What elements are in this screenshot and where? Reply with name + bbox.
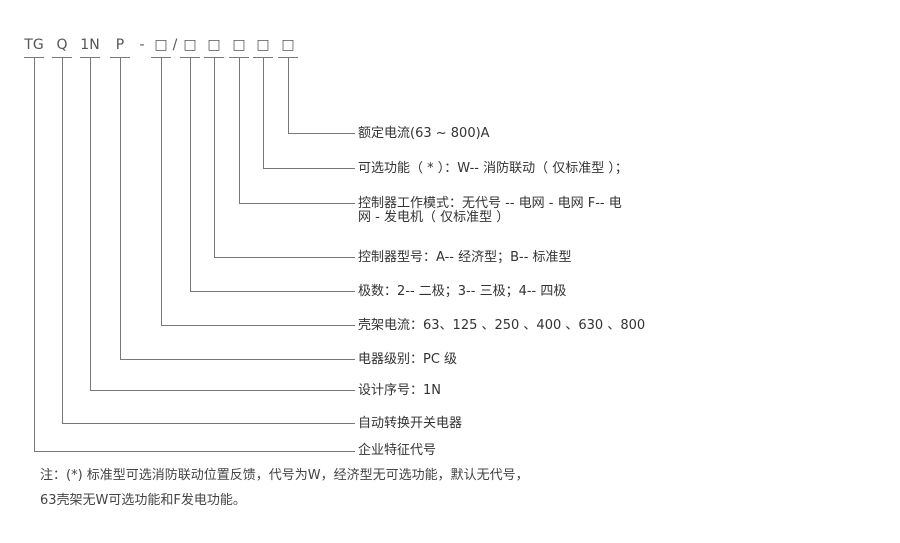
code-token-slash: / — [172, 37, 178, 53]
code-token-1n: 1N — [80, 37, 100, 53]
code-token-tg: TG — [24, 37, 44, 53]
label-design-no: 设计序号：1N — [358, 383, 441, 398]
code-token-box: □ — [154, 37, 168, 53]
label-controller-mode-cont: 网 - 发电机（ 仅标准型 ） — [358, 210, 510, 225]
code-token-p: P — [115, 37, 125, 53]
code-token-dash: - — [139, 37, 145, 53]
code-token-box: □ — [207, 37, 221, 53]
label-rated-current: 额定电流(63 ~ 800)A — [358, 126, 490, 141]
code-token-box: □ — [183, 37, 197, 53]
label-ats: 自动转换开关电器 — [358, 416, 463, 431]
note-line-1: 注：(*) 标准型可选消防联动位置反馈，代号为W，经济型无可选功能，默认无代号， — [40, 468, 529, 483]
code-token-box: □ — [281, 37, 295, 53]
code-token-box: □ — [256, 37, 270, 53]
label-optional-function: 可选功能（ * ）：W-- 消防联动（ 仅标准型 ）； — [358, 161, 628, 176]
label-company-code: 企业特征代号 — [358, 443, 437, 458]
note-line-2: 63壳架无W可选功能和F发电功能。 — [40, 493, 246, 508]
label-poles: 极数：2-- 二极；3-- 三极；4-- 四极 — [358, 284, 567, 299]
code-token-box: □ — [232, 37, 246, 53]
label-controller-mode: 控制器工作模式：无代号 -- 电网 - 电网 F-- 电 — [358, 196, 622, 211]
label-controller-model: 控制器型号：A-- 经济型；B-- 标准型 — [358, 250, 572, 265]
label-class: 电器级别：PC 级 — [358, 352, 458, 367]
label-frame-current: 壳架电流：63、125 、250 、400 、630 、800 — [358, 318, 646, 333]
code-token-q: Q — [56, 37, 68, 53]
